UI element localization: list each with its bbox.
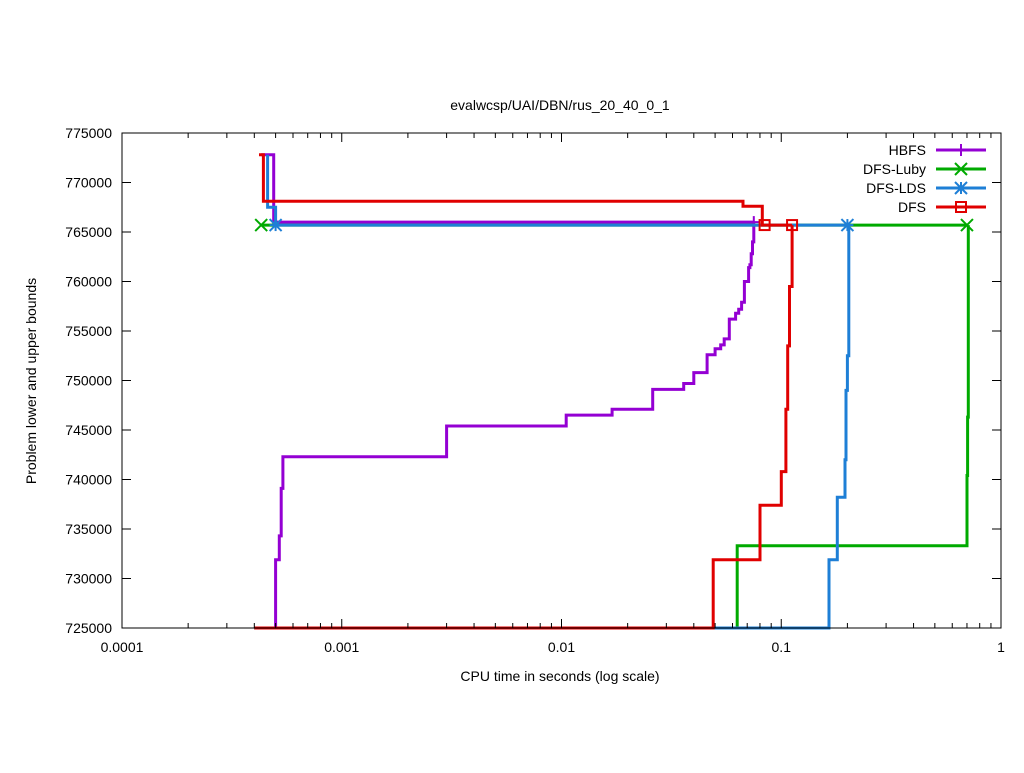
- legend-marker-dfs-box: [955, 201, 967, 213]
- legend-item-dfs-lds: DFS-LDS: [866, 180, 986, 196]
- series-dfs-luby-point-0: [254, 218, 268, 232]
- legend-marker-dfs-luby: [954, 162, 968, 176]
- series-dfs-point-1-box: [786, 219, 799, 232]
- legend-item-hbfs: HBFS: [889, 142, 986, 158]
- y-tick-label-1: 730000: [65, 571, 112, 587]
- axes-layer: 725000 730000 735000 740000 745000 750000 7550…: [65, 125, 1005, 655]
- legend-marker-dfs-lds: [954, 181, 968, 195]
- series-dfs-lds-point-0: [268, 218, 283, 232]
- legend-label-dfs: DFS: [898, 199, 926, 215]
- series-dfs-luby-point-1-d2: [960, 218, 974, 232]
- series-dfs: [254, 153, 799, 630]
- series-dfs-point-0: [758, 219, 771, 232]
- y-tick-label-6: 755000: [65, 323, 112, 339]
- y-tick-label-7: 760000: [65, 274, 112, 290]
- x-tick-label-1: 0.001: [324, 639, 359, 655]
- y-tick-label-9: 770000: [65, 175, 112, 191]
- legend-label-hbfs: HBFS: [889, 142, 926, 158]
- series-dfs-luby-point-1: [960, 218, 974, 232]
- y-tick-label-10: 775000: [65, 125, 112, 141]
- series-dfs-luby-point-0-d2: [254, 218, 268, 232]
- legend-marker-dfs-luby-d2: [954, 162, 968, 176]
- series-dfs-luby: [254, 218, 974, 630]
- series-layer: [254, 153, 974, 630]
- series-dfs-point-0-box: [758, 219, 771, 232]
- legend-item-dfs: DFS: [898, 199, 986, 215]
- y-tick-label-3: 740000: [65, 472, 112, 488]
- y-axis-title: Problem lower and upper bounds: [23, 278, 39, 484]
- series-dfs-lds-lower-bound-line: [254, 225, 851, 630]
- y-tick-label-2: 735000: [65, 521, 112, 537]
- legend-label-dfs-luby: DFS-Luby: [863, 161, 926, 177]
- y-tick-label-8: 765000: [65, 224, 112, 240]
- series-hbfs-upper-bound-line: [261, 153, 754, 224]
- chart-title: evalwcsp/UAI/DBN/rus_20_40_0_1: [450, 97, 670, 113]
- legend-item-dfs-luby: DFS-Luby: [863, 161, 986, 177]
- series-dfs-luby-lower-bound-line: [254, 225, 970, 630]
- y-tick-label-5: 750000: [65, 373, 112, 389]
- legend: HBFS DFS-Luby DFS-LDS DFS: [863, 142, 986, 215]
- y-tick-label-4: 745000: [65, 422, 112, 438]
- plot-frame: [121, 132, 1002, 629]
- legend-marker-dfs: [955, 201, 967, 213]
- series-dfs-point-1: [786, 219, 799, 232]
- x-tick-label-4: 1: [997, 639, 1005, 655]
- series-dfs-lower-bound-line: [254, 225, 794, 630]
- series-dfs-lds-point-1: [840, 218, 855, 232]
- x-tick-label-0: 0.0001: [101, 639, 144, 655]
- series-hbfs-lower-bound-line: [254, 222, 756, 630]
- series-dfs-lds-upper-bound-line: [266, 154, 848, 227]
- x-tick-label-2: 0.01: [548, 639, 575, 655]
- y-tick-label-0: 725000: [65, 620, 112, 636]
- legend-marker-hbfs: [955, 144, 967, 156]
- x-tick-label-3: 0.1: [772, 639, 792, 655]
- series-dfs-lds: [254, 154, 855, 630]
- legend-label-dfs-lds: DFS-LDS: [866, 180, 926, 196]
- x-axis-title: CPU time in seconds (log scale): [460, 668, 659, 684]
- series-dfs-upper-bound-line: [259, 153, 793, 227]
